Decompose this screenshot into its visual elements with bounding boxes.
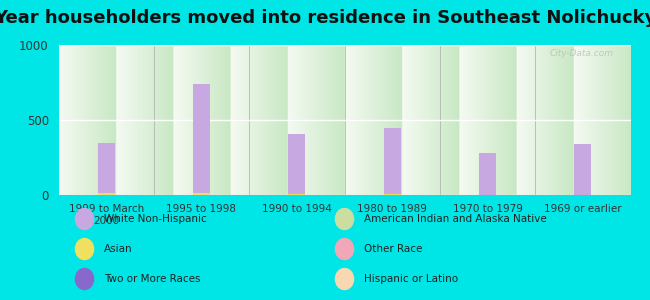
Text: Other Race: Other Race bbox=[364, 244, 423, 254]
Bar bbox=[193, 193, 210, 195]
Bar bbox=[193, 84, 210, 195]
Bar bbox=[479, 153, 496, 195]
Text: White Non-Hispanic: White Non-Hispanic bbox=[104, 214, 207, 224]
Text: City-Data.com: City-Data.com bbox=[549, 50, 614, 58]
Bar bbox=[384, 128, 401, 195]
Text: American Indian and Alaska Native: American Indian and Alaska Native bbox=[364, 214, 547, 224]
Text: Hispanic or Latino: Hispanic or Latino bbox=[364, 274, 458, 284]
Text: Two or More Races: Two or More Races bbox=[104, 274, 200, 284]
Text: Year householders moved into residence in Southeast Nolichucky: Year householders moved into residence i… bbox=[0, 9, 650, 27]
Bar bbox=[98, 193, 115, 195]
Bar bbox=[288, 134, 305, 195]
Text: Asian: Asian bbox=[104, 244, 133, 254]
Bar bbox=[98, 142, 115, 195]
Bar bbox=[574, 144, 592, 195]
Bar bbox=[288, 194, 305, 195]
Bar bbox=[384, 194, 401, 195]
